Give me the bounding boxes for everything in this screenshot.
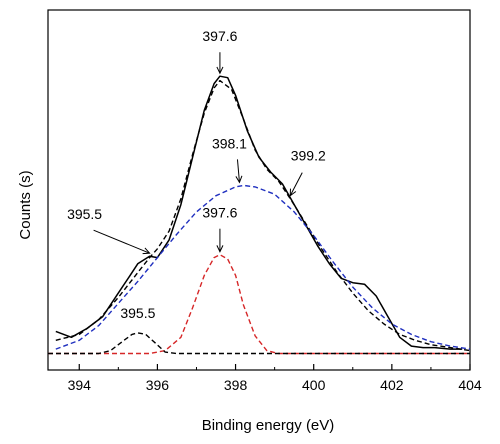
x-tick-label: 398 [224, 377, 248, 393]
component-397-6-line [48, 254, 470, 355]
annotation-label: 397.6 [202, 205, 237, 221]
annotation-arrowhead [142, 247, 151, 255]
component-395-5-line [48, 332, 470, 355]
annotation-label: 397.6 [202, 28, 237, 44]
x-tick-label: 394 [68, 377, 92, 393]
annotation-arrow [236, 159, 240, 183]
annotations-layer: 397.6 398.1 399.2 395.5 397.6 395.5 [67, 28, 326, 321]
x-tick-label: 400 [302, 377, 326, 393]
fitted-envelope-line [55, 79, 471, 352]
plot-frame [47, 9, 471, 371]
annotation-arrowhead [235, 175, 243, 184]
annotation-label: 399.2 [291, 148, 326, 164]
annotation-label: 398.1 [212, 135, 247, 151]
series-layer [48, 75, 471, 355]
x-tick-label: 404 [458, 377, 482, 393]
y-axis-label: Counts (s) [17, 170, 34, 239]
measured-spectrum-line [55, 75, 463, 350]
annotation-arrow [289, 172, 303, 196]
annotation-arrow [93, 229, 150, 254]
annotation-label: 395.5 [120, 305, 155, 321]
annotation-arrowhead [289, 188, 297, 197]
axes: 394 396 398 400 402 404 [47, 9, 482, 393]
x-tick-label: 396 [146, 377, 170, 393]
annotation-label: 395.5 [67, 206, 102, 222]
x-axis-label: Binding energy (eV) [202, 417, 335, 434]
broad-component-line [55, 184, 471, 350]
annotation-arrowhead [216, 245, 224, 253]
annotation-arrowhead [216, 66, 224, 75]
x-tick-label: 402 [380, 377, 404, 393]
